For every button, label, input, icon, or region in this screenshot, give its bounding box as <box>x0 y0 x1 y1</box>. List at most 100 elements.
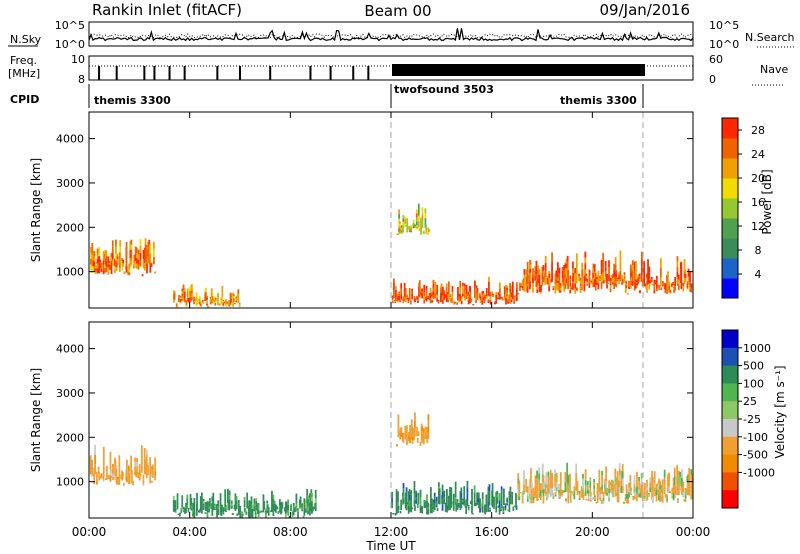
velocity-cell <box>314 498 317 503</box>
power-cell <box>529 264 532 269</box>
velocity-cell <box>196 500 198 505</box>
velocity-cell <box>287 504 290 511</box>
velocity-cell <box>593 488 596 493</box>
power-cell <box>449 294 452 296</box>
velocity-cell <box>234 496 237 501</box>
power-cell <box>590 279 593 281</box>
velocity-cell <box>422 428 425 432</box>
velocity-cell <box>283 509 286 511</box>
velocity-cell <box>121 470 123 474</box>
velocity-cell <box>444 504 447 507</box>
velocity-cell <box>182 510 185 512</box>
velocity-cell <box>400 430 403 434</box>
power-cell <box>677 283 679 285</box>
velocity-cell <box>310 489 313 494</box>
velocity-cell <box>653 479 656 484</box>
velocity-cell <box>601 489 603 494</box>
velocity-cell <box>589 477 592 481</box>
velocity-cell <box>485 503 488 508</box>
power-cell <box>431 293 433 295</box>
power-cell <box>498 288 501 294</box>
velocity-cell <box>291 513 294 515</box>
power-cell <box>666 287 668 294</box>
power-cell <box>181 288 184 292</box>
power-cell <box>561 282 564 287</box>
velocity-cell <box>190 505 193 508</box>
velocity-cell <box>664 495 667 497</box>
velocity-cell <box>518 492 521 497</box>
power-cell <box>631 270 634 276</box>
power-cell <box>668 286 671 289</box>
velocity-cell <box>545 494 548 498</box>
power-cell <box>636 280 639 282</box>
power-cell <box>639 291 641 293</box>
velocity-cell <box>649 487 652 493</box>
velocity-cell <box>594 495 596 498</box>
velocity-cell <box>612 489 615 492</box>
power-cell <box>551 271 553 282</box>
power-cell <box>561 266 564 271</box>
power-cell <box>676 266 679 273</box>
velocity-cell <box>690 474 693 483</box>
velocity-cell <box>684 498 687 503</box>
power-cell <box>521 284 524 287</box>
power-cell <box>437 301 440 303</box>
power-cell <box>604 266 607 272</box>
power-cell <box>119 252 122 259</box>
velocity-cell <box>292 512 295 516</box>
velocity-cell <box>569 488 571 493</box>
velocity-cell <box>267 512 270 514</box>
power-cell <box>497 292 500 295</box>
velocity-cell <box>521 500 524 504</box>
power-cell <box>495 294 498 298</box>
velocity-cell <box>593 492 596 496</box>
power-cell <box>142 254 145 260</box>
power-cell <box>205 291 207 297</box>
power-cell <box>576 289 578 291</box>
velocity-cell <box>204 506 207 509</box>
power-cell <box>537 278 539 284</box>
velocity-cell <box>517 473 520 479</box>
power-cell <box>550 281 553 283</box>
power-cell <box>424 208 427 214</box>
velocity-cell <box>235 500 238 505</box>
power-cell <box>417 301 419 303</box>
power-cell <box>618 274 620 277</box>
power-cell <box>511 281 514 288</box>
velocity-cell <box>455 507 458 510</box>
velocity-cell <box>96 471 98 475</box>
velocity-cell <box>273 503 276 507</box>
velocity-cell <box>305 499 307 504</box>
power-cell <box>96 253 99 259</box>
power-cell <box>108 266 111 268</box>
power-cell <box>398 291 401 294</box>
power-cell <box>94 270 97 273</box>
power-cell <box>565 263 568 269</box>
velocity-cell <box>266 506 269 508</box>
velocity-x-tick-label: 16:00 <box>474 525 509 539</box>
velocity-cell <box>397 508 400 510</box>
velocity-cell <box>147 465 149 468</box>
velocity-cell <box>307 503 309 507</box>
velocity-cell <box>201 509 203 514</box>
power-cell <box>409 300 412 302</box>
velocity-cell <box>224 510 227 513</box>
velocity-cell <box>641 495 644 502</box>
power-cell <box>445 287 448 291</box>
power-cell <box>616 277 619 279</box>
velocity-cell <box>653 475 656 480</box>
power-cell <box>404 287 407 293</box>
power-cell <box>453 300 456 302</box>
power-cell <box>639 292 641 294</box>
nsky-tick-left-bottom: 10^0 <box>55 38 85 51</box>
velocity-cell <box>592 498 594 500</box>
velocity-cell <box>115 480 118 485</box>
velocity-cell <box>314 506 317 512</box>
power-cell <box>133 263 136 268</box>
velocity-cell <box>118 479 121 485</box>
power-cell <box>627 293 629 295</box>
velocity-cell <box>509 497 512 501</box>
velocity-cell <box>596 483 599 490</box>
velocity-colorbar-segment <box>722 383 738 402</box>
power-cell <box>450 298 453 300</box>
